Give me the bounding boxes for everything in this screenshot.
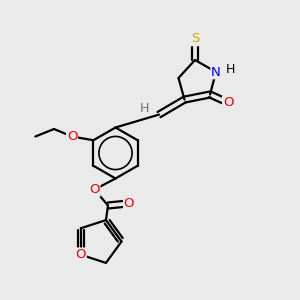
- Text: O: O: [76, 248, 86, 261]
- Text: O: O: [89, 183, 100, 196]
- Text: H: H: [226, 63, 235, 76]
- Text: S: S: [191, 32, 199, 46]
- Text: O: O: [67, 130, 77, 143]
- Text: O: O: [124, 197, 134, 210]
- Text: N: N: [211, 65, 221, 79]
- Text: H: H: [140, 101, 149, 115]
- Text: O: O: [223, 96, 233, 109]
